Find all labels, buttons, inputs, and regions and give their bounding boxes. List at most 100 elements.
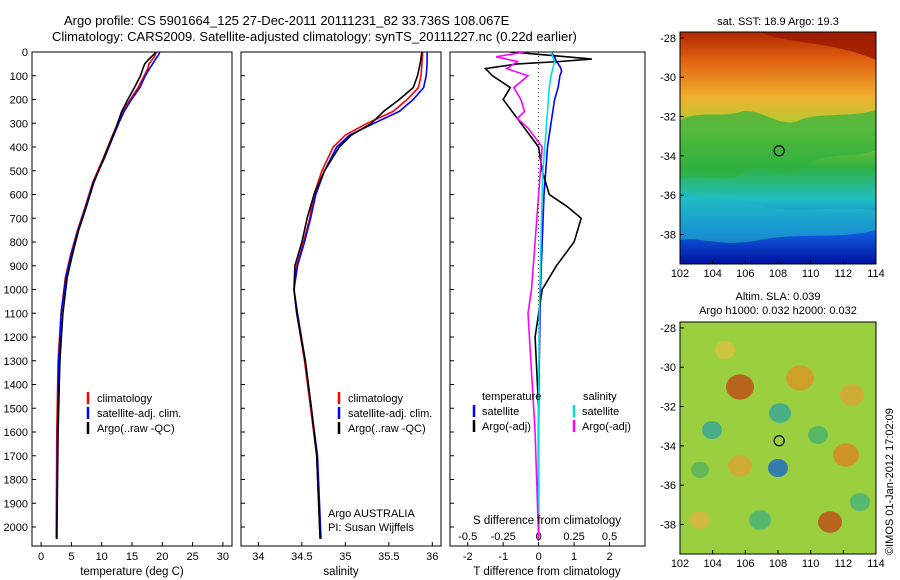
depth-tick-label: 100 [10, 71, 28, 83]
legend-satellite: satellite-adj. clim. [348, 408, 432, 420]
map-x-tick-label: 114 [867, 268, 885, 280]
title-line-2: Climatology: CARS2009. Satellite-adjuste… [52, 29, 577, 44]
sla-eddy [728, 455, 752, 477]
x-tick-label: 10 [96, 551, 108, 563]
sla-eddy [769, 403, 791, 423]
map-y-tick-label: -32 [660, 402, 676, 414]
map-x-tick-label: 108 [769, 558, 787, 570]
sla-map [680, 322, 876, 554]
imos-timestamp: ©IMOS 01-Jan-2012 17:02:09 [884, 408, 896, 555]
map-y-tick-label: -36 [660, 480, 676, 492]
series-line [56, 52, 161, 539]
map-x-tick-label: 104 [703, 558, 721, 570]
map-x-tick-label: 102 [671, 558, 689, 570]
map-y-tick-label: -36 [660, 190, 676, 202]
depth-tick-label: 800 [10, 237, 28, 249]
series-line [483, 52, 592, 539]
sla-eddy [833, 443, 859, 467]
s-tick-label: 0.25 [563, 531, 584, 543]
map-y-tick-label: -28 [660, 33, 676, 45]
sst-band [680, 190, 876, 243]
argo-position-marker [773, 435, 785, 447]
legend-climatology: climatology [348, 393, 404, 405]
x-tick-label: 2 [606, 551, 612, 563]
depth-tick-label: 400 [10, 142, 28, 154]
map-y-tick-label: -30 [660, 72, 676, 84]
s-tick-label: -0.25 [491, 531, 516, 543]
map-x-tick-label: 106 [736, 268, 754, 280]
legend-satellite: satellite-adj. clim. [97, 408, 181, 420]
argo-position-marker [773, 145, 785, 157]
sst-tongue [680, 110, 876, 180]
depth-tick-label: 500 [10, 166, 28, 178]
depth-tick-label: 1200 [4, 332, 28, 344]
x-tick-label: -1 [498, 551, 508, 563]
sla-eddy [850, 493, 870, 511]
sst-map-title: sat. SST: 18.9 Argo: 19.3 [717, 16, 839, 28]
sla-eddy [768, 459, 788, 477]
credit-line-2: PI: Susan Wijffels [328, 522, 414, 534]
map-y-tick-label: -34 [660, 441, 676, 453]
x-tick-label: 35.5 [378, 551, 399, 563]
x-tick-label: -2 [463, 551, 473, 563]
legend-salinity-header: salinity [583, 391, 617, 403]
sla-map-title-2: Argo h1000: 0.032 h2000: 0.032 [699, 305, 857, 317]
sla-eddy [702, 421, 722, 439]
depth-tick-label: 1500 [4, 403, 28, 415]
sla-eddy [818, 511, 842, 533]
t-difference-axis-label: T difference from climatology [473, 566, 620, 578]
map-x-tick-label: 110 [802, 268, 820, 280]
sla-eddy [691, 461, 709, 479]
depth-tick-label: 600 [10, 190, 28, 202]
x-tick-label: 0 [38, 551, 44, 563]
x-tick-label: 35 [339, 551, 351, 563]
s-tick-label: 0.5 [602, 531, 617, 543]
title-line-1: Argo profile: CS 5901664_125 27-Dec-2011… [64, 13, 510, 28]
depth-tick-label: 1400 [4, 380, 28, 392]
sst-warm-corner [760, 32, 876, 60]
sla-eddy [749, 510, 771, 530]
x-tick-label: 20 [156, 551, 168, 563]
legend-argo: Argo(..raw -QC) [97, 423, 175, 435]
series-line [56, 52, 157, 539]
series-line [293, 52, 423, 539]
temperature-profile-plot: 0 5 10 15 20 25 30 [32, 51, 229, 563]
sla-eddy [786, 365, 814, 391]
x-tick-label: 1 [571, 551, 577, 563]
map-y-tick-label: -34 [660, 151, 676, 163]
difference-panel-frame [449, 51, 646, 547]
sla-map-axes: 102 104 106 108 110 112 114 -28 -30 -32 -34 -36 -38 [660, 323, 885, 570]
credit-line-1: Argo AUSTRALIA [328, 508, 415, 520]
sla-eddy [840, 384, 864, 406]
depth-tick-label: 1800 [4, 475, 28, 487]
x-tick-label: 30 [217, 551, 229, 563]
sst-map-axes: 102 104 106 108 110 112 114 -28 -30 -32 -34 -36 -38 [660, 33, 885, 280]
map-x-tick-label: 112 [835, 268, 853, 280]
map-x-tick-label: 114 [867, 558, 885, 570]
sla-eddies [690, 341, 870, 533]
depth-tick-label: 1000 [4, 285, 28, 297]
map-x-tick-label: 106 [736, 558, 754, 570]
series-line [537, 52, 556, 539]
map-x-tick-label: 108 [769, 268, 787, 280]
legend-climatology: climatology [97, 393, 153, 405]
sla-eddy [715, 341, 735, 359]
depth-tick-label: 1100 [4, 308, 28, 320]
map-x-tick-label: 102 [671, 268, 689, 280]
legend-t-satellite: satellite [482, 406, 519, 418]
x-tick-label: 15 [126, 551, 138, 563]
legend-s-argo: Argo(-adj) [582, 421, 631, 433]
legend-temperature-header: temperature [482, 391, 541, 403]
sst-map [680, 32, 876, 264]
map-y-tick-label: -32 [660, 112, 676, 124]
s-tick-label: -0.5 [458, 531, 477, 543]
s-difference-axis-label: S difference from climatology [473, 515, 621, 527]
map-y-tick-label: -38 [660, 520, 676, 532]
sla-map-title-1: Altim. SLA: 0.039 [736, 291, 821, 303]
difference-profile-plot: -2 -1 0 1 2-0.5 -0.25 0 0.25 0.5 [450, 51, 617, 563]
x-tick-label: 0 [536, 551, 542, 563]
depth-tick-label: 1700 [4, 451, 28, 463]
legend-t-argo: Argo(-adj) [482, 421, 531, 433]
difference-legend: temperature salinity satellite Argo(-adj… [472, 391, 631, 433]
salinity-axis-label: salinity [323, 566, 358, 578]
